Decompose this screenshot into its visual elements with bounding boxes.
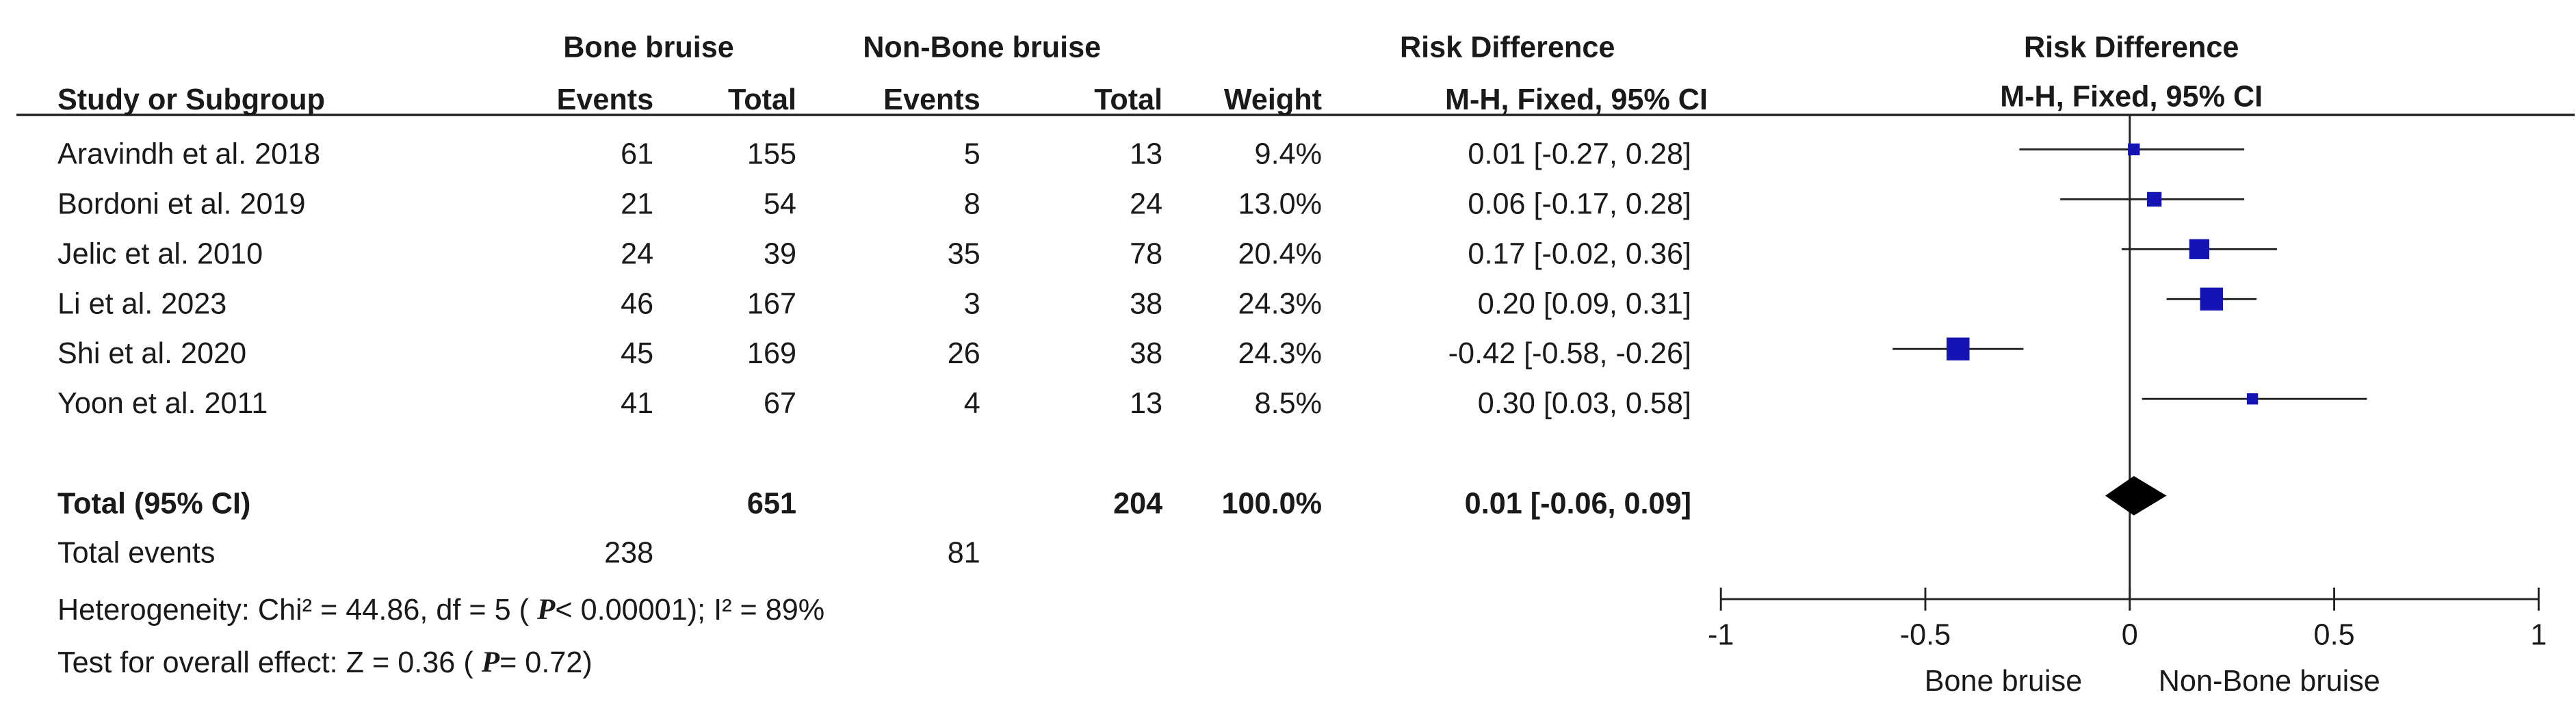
cell: 54 bbox=[764, 187, 796, 220]
cell: 100.0% bbox=[1222, 488, 1322, 520]
x-tick-label: 0.5 bbox=[2314, 619, 2355, 652]
column-header: Events bbox=[557, 83, 654, 116]
footnote-part: < 0.00001); I² = 89% bbox=[555, 594, 824, 627]
effect-box bbox=[2189, 239, 2209, 259]
cell: 5 bbox=[964, 137, 980, 170]
x-right-label: Non-Bone bruise bbox=[2159, 665, 2380, 698]
footnote-part: Test for overall effect: Z = 0.36 ( bbox=[57, 646, 482, 679]
cell: 38 bbox=[1130, 337, 1162, 370]
cell: 651 bbox=[747, 488, 796, 520]
effect-box bbox=[1947, 337, 1970, 360]
cell: 24 bbox=[1130, 187, 1162, 220]
row-label: Total (95% CI) bbox=[57, 488, 250, 520]
x-tick-label: 1 bbox=[2530, 619, 2547, 652]
cell: 8 bbox=[964, 187, 980, 220]
cell: 0.20 [0.09, 0.31] bbox=[1478, 287, 1691, 320]
cell: 0.06 [-0.17, 0.28] bbox=[1468, 187, 1691, 220]
cell: 45 bbox=[621, 337, 653, 370]
cell: 38 bbox=[1130, 287, 1162, 320]
x-tick-label: -0.5 bbox=[1900, 619, 1951, 652]
summary-diamond bbox=[2105, 475, 2167, 516]
cell: 4 bbox=[964, 387, 980, 420]
cell: 9.4% bbox=[1255, 137, 1322, 170]
effect-box bbox=[2128, 143, 2140, 156]
cell: 78 bbox=[1130, 237, 1162, 270]
column-header: Study or Subgroup bbox=[57, 83, 325, 116]
footnote-part: = 0.72) bbox=[499, 646, 593, 679]
footnote: Test for overall effect: Z = 0.36 ( P= 0… bbox=[57, 646, 593, 679]
cell: -0.42 [-0.58, -0.26] bbox=[1448, 337, 1691, 370]
plot-title: Risk Difference bbox=[2024, 31, 2239, 64]
group-header: Non-Bone bruise bbox=[863, 31, 1101, 64]
cell: 13 bbox=[1130, 387, 1162, 420]
x-tick-label: 0 bbox=[2122, 619, 2138, 652]
cell: 26 bbox=[948, 337, 980, 370]
footnote-part: Heterogeneity: Chi² = 44.86, df = 5 ( bbox=[57, 594, 537, 627]
cell: 167 bbox=[747, 287, 796, 320]
cell: 46 bbox=[621, 287, 653, 320]
cell: 204 bbox=[1113, 488, 1162, 520]
x-left-label: Bone bruise bbox=[1925, 665, 2083, 698]
cell: 169 bbox=[747, 337, 796, 370]
row-label: Aravindh et al. 2018 bbox=[57, 137, 320, 170]
column-header: Total bbox=[728, 83, 796, 116]
effect-box bbox=[2200, 287, 2224, 311]
cell: 13.0% bbox=[1238, 187, 1322, 220]
row-label: Jelic et al. 2010 bbox=[57, 237, 263, 270]
column-header: Events bbox=[883, 83, 980, 116]
cell: 67 bbox=[764, 387, 796, 420]
footnote-part: P bbox=[481, 646, 500, 678]
cell: 0.01 [-0.06, 0.09] bbox=[1465, 488, 1691, 520]
effect-box bbox=[2246, 393, 2259, 405]
cell: 24.3% bbox=[1238, 337, 1322, 370]
cell: 0.17 [-0.02, 0.36] bbox=[1468, 237, 1691, 270]
cell: 3 bbox=[964, 287, 980, 320]
cell: 155 bbox=[747, 137, 796, 170]
cell: 21 bbox=[621, 187, 653, 220]
cell: 8.5% bbox=[1255, 387, 1322, 420]
cell: 39 bbox=[764, 237, 796, 270]
cell: 0.30 [0.03, 0.58] bbox=[1478, 387, 1691, 420]
cell: 13 bbox=[1130, 137, 1162, 170]
effect-box bbox=[2147, 192, 2162, 207]
row-label: Li et al. 2023 bbox=[57, 287, 226, 320]
row-label: Bordoni et al. 2019 bbox=[57, 187, 306, 220]
cell: 61 bbox=[621, 137, 653, 170]
cell: 41 bbox=[621, 387, 653, 420]
cell: 0.01 [-0.27, 0.28] bbox=[1468, 137, 1691, 170]
cell: 24.3% bbox=[1238, 287, 1322, 320]
x-tick-label: -1 bbox=[1708, 619, 1734, 652]
footnote: Heterogeneity: Chi² = 44.86, df = 5 ( P<… bbox=[57, 594, 824, 627]
column-header: Total bbox=[1094, 83, 1162, 116]
column-header: M-H, Fixed, 95% CI bbox=[1445, 83, 1708, 116]
group-header: Bone bruise bbox=[563, 31, 734, 64]
row-label: Yoon et al. 2011 bbox=[57, 387, 268, 420]
group-header: Risk Difference bbox=[1400, 31, 1615, 64]
cell: 20.4% bbox=[1238, 237, 1322, 270]
row-label: Shi et al. 2020 bbox=[57, 337, 246, 370]
cell: 24 bbox=[621, 237, 653, 270]
cell: 81 bbox=[948, 537, 980, 570]
cell: 35 bbox=[948, 237, 980, 270]
row-label: Total events bbox=[57, 537, 215, 570]
plot-subtitle: M-H, Fixed, 95% CI bbox=[2000, 80, 2263, 113]
cell: 238 bbox=[604, 537, 653, 570]
footnote-part: P bbox=[536, 594, 556, 626]
column-header: Weight bbox=[1224, 83, 1322, 116]
